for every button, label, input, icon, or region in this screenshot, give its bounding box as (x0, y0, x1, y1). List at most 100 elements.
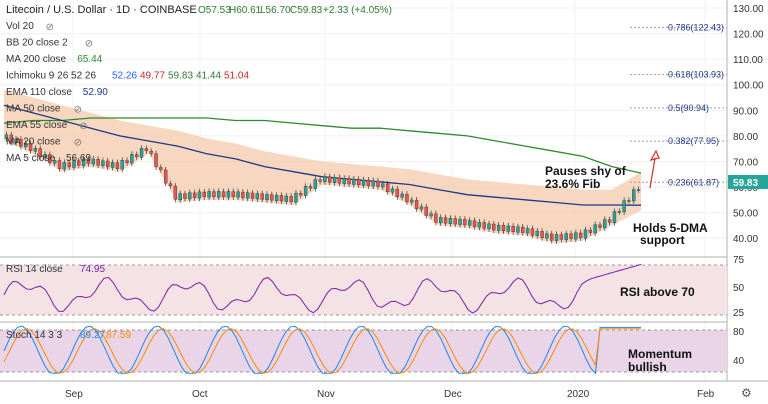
annotation-holds-line1: Holds 5-DMA (633, 221, 708, 235)
candle-body (28, 143, 33, 151)
candle-body (67, 162, 71, 168)
candle-body (598, 224, 602, 228)
candle-body (492, 223, 496, 231)
arrow-head-icon (649, 149, 660, 161)
eye-off-icon[interactable]: ⊘ (74, 105, 82, 116)
candle-body (439, 217, 443, 224)
ema110-path (3, 104, 642, 206)
candle-body (183, 193, 187, 199)
stoch-d-value: 87.59 (106, 330, 131, 341)
candle-body (588, 229, 593, 233)
symbol-title: Litecoin / U.S. Dollar · 1D · COINBASE (6, 4, 197, 16)
price-axis[interactable]: 40.0050.0060.0070.0080.0090.00100.00110.… (726, 0, 764, 381)
candle-body (274, 195, 279, 201)
candle-body (120, 160, 124, 170)
candle-body (496, 224, 501, 231)
ichimoku-value: 52.26 (112, 71, 137, 82)
legend-label: BB 20 close 2 (6, 38, 68, 49)
candle-body (178, 193, 182, 201)
candle-body (405, 194, 409, 203)
candle-body (593, 224, 597, 234)
rsi-label: RSI 14 close (6, 264, 63, 275)
candle-body (207, 191, 211, 198)
candle-body (603, 219, 607, 229)
candle-body (458, 218, 462, 225)
candle-body (332, 177, 337, 183)
candle-body (279, 195, 284, 202)
candle-body (33, 148, 38, 152)
fib-label: 0.618(103.93) (668, 70, 724, 80)
candle-body (482, 222, 486, 229)
candle-body (241, 191, 245, 198)
candle-body (390, 188, 395, 193)
candle-body (212, 191, 216, 197)
eye-off-icon[interactable]: ⊘ (79, 121, 87, 132)
price-tick: 80.00 (733, 132, 758, 143)
candle-body (376, 180, 380, 187)
time-tick: Sep (65, 389, 83, 400)
last-price-label: 59.83 (733, 178, 758, 189)
candle-body (381, 183, 385, 188)
candle-body (265, 194, 269, 201)
time-axis[interactable]: Sep Oct Nov Dec 2020 Feb (65, 389, 715, 400)
candle-body (337, 177, 342, 184)
ichimoku-cloud (4, 89, 641, 244)
legend-label: MA 50 close (6, 104, 61, 115)
stoch-tick-40: 40 (733, 356, 745, 367)
candle-body (328, 176, 332, 183)
candle-body (125, 160, 129, 163)
chart-header: Litecoin / U.S. Dollar · 1D · COINBASE O… (6, 4, 392, 16)
settings-gear-icon[interactable]: ⚙ (741, 386, 752, 400)
candle-body (57, 160, 62, 169)
eye-off-icon[interactable]: ⊘ (46, 22, 54, 33)
candle-body (434, 213, 438, 223)
candle-body (472, 220, 477, 227)
candle-body (48, 154, 52, 163)
candle-body (313, 179, 317, 189)
candle-body (303, 186, 308, 196)
annotation-pauses: Pauses shy of 23.6% Fib (545, 164, 627, 191)
rsi-tick-50: 50 (733, 283, 745, 294)
candle-body (612, 211, 617, 224)
price-tick: 120.00 (733, 30, 764, 41)
candle-body (24, 143, 28, 148)
candle-body (168, 183, 173, 187)
candle-body (583, 229, 588, 239)
candle-body (43, 154, 47, 158)
candle-body (569, 233, 573, 239)
price-tick: 40.00 (733, 234, 758, 245)
candle-body (163, 169, 168, 184)
candle-body (400, 193, 404, 198)
candle-body (154, 153, 158, 168)
candle-body (395, 188, 399, 197)
stoch-label: Stoch 14 3 3 (6, 330, 63, 341)
candle-body (139, 148, 144, 158)
ohlc-low: L56.70 (260, 5, 291, 16)
eye-off-icon[interactable]: ⊘ (85, 39, 93, 50)
candle-body (159, 167, 163, 170)
stoch-k-value: 89.27 (80, 330, 105, 341)
eye-off-icon[interactable]: ⊘ (74, 138, 82, 149)
ichimoku-value: 49.77 (140, 71, 165, 82)
candle-body (217, 191, 221, 198)
candle-body (627, 200, 631, 202)
candle-body (554, 234, 559, 241)
candle-body (110, 162, 115, 168)
ichimoku-value: 51.04 (224, 71, 249, 82)
candle-body (521, 226, 525, 233)
annotation-rsi: RSI above 70 (620, 285, 695, 299)
ohlc-open: O57.53 (198, 5, 231, 16)
price-tick: 110.00 (733, 55, 763, 66)
stoch-axis: 80 40 (733, 327, 745, 367)
ma200-path (3, 117, 642, 174)
time-tick: Nov (317, 389, 335, 400)
candle-body (501, 225, 506, 232)
rsi-axis: 75 50 25 (733, 255, 745, 319)
legend-value: 65.44 (77, 54, 102, 65)
candle-body (130, 154, 134, 164)
ma200-line (3, 117, 642, 174)
candle-body (318, 179, 322, 182)
candle-body (564, 233, 568, 241)
candle-body (231, 191, 235, 197)
